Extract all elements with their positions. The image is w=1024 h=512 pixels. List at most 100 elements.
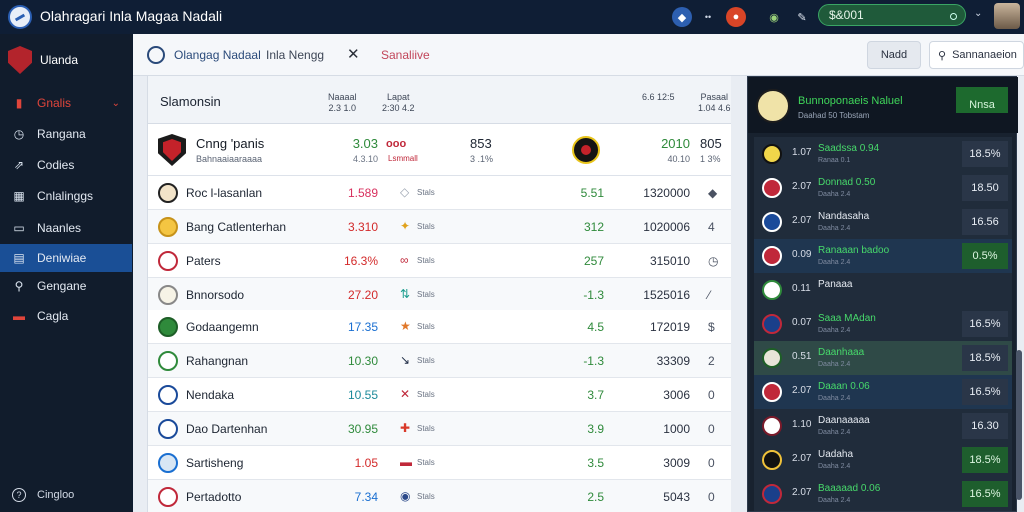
- total-value: 3009: [663, 456, 690, 470]
- alert-icon[interactable]: ●: [726, 7, 746, 27]
- form-label: Stals: [417, 390, 435, 399]
- chevron-down-icon[interactable]: ⌄: [974, 8, 983, 19]
- live-team-name: Ranaaan badoo: [818, 245, 890, 256]
- total-value: 3006: [663, 388, 690, 402]
- table-row[interactable]: Dao Dartenhan 30.95 ✚ Stals 3.9 1000 0: [148, 412, 731, 446]
- column-header[interactable]: 6.6 12:5: [642, 92, 675, 103]
- featured-score: 2010: [661, 136, 690, 151]
- sidebar-item-rangana[interactable]: ◷ Rangana: [0, 120, 132, 148]
- table-row[interactable]: Sartisheng 1.05 ▬ Stals 3.5 3009 0: [148, 446, 731, 480]
- table-row[interactable]: Pertadotto 7.34 ◉ Stals 2.5 5043 0: [148, 480, 731, 512]
- row-action-icon[interactable]: 0: [708, 388, 715, 402]
- live-list-item[interactable]: 2.07 Uadaha Daaha 2.4 18.5%: [754, 443, 1012, 477]
- team-name: Rahangnan: [186, 354, 249, 368]
- live-odds: 2.07: [792, 215, 812, 226]
- live-list-item[interactable]: 2.07 Donnad 0.50 Daaha 2.4 18.50: [754, 171, 1012, 205]
- scrollbar[interactable]: [1016, 350, 1022, 500]
- form-label: Stals: [417, 322, 435, 331]
- column-header-label: Naaaal: [328, 92, 357, 102]
- live-list-item[interactable]: 2.07 Baaaaad 0.06 Daaha 2.4 16.5%: [754, 477, 1012, 511]
- settings-icon[interactable]: ◉: [769, 11, 779, 24]
- live-list-item[interactable]: 0.11 Panaaa: [754, 273, 1012, 307]
- form-marker-icon: ⇅: [400, 287, 411, 301]
- rating-value: 16.3%: [343, 254, 378, 268]
- column-header[interactable]: Naaaal 2.3 1.0: [328, 92, 357, 114]
- row-action-icon[interactable]: ◷: [708, 254, 719, 268]
- row-action-icon[interactable]: $: [708, 320, 715, 334]
- sidebar-item-cnlalinggs[interactable]: ▦ Cnlalinggs: [0, 182, 132, 210]
- total-value: 1000: [663, 422, 690, 436]
- live-badge[interactable]: Nnsa: [956, 87, 1008, 113]
- team-crest-icon: [158, 419, 178, 439]
- close-icon[interactable]: ✕: [347, 46, 360, 63]
- sidebar-item-codies[interactable]: ⇗ Codies: [0, 151, 132, 179]
- sidebar-item-naanles[interactable]: ▭ Naanles: [0, 214, 132, 242]
- grid-icon: ▤: [13, 251, 25, 265]
- tab-live[interactable]: Sanaliive: [381, 48, 430, 62]
- shield-icon[interactable]: ◆: [672, 7, 692, 27]
- clock-icon: ◷: [13, 127, 25, 141]
- table-row[interactable]: Rahangnan 10.30 ↘ Stals -1.3 33309 2: [148, 344, 731, 378]
- column-header-sub: 6.6 12:5: [642, 92, 675, 102]
- live-list-item[interactable]: 2.07 Daaan 0.06 Daaha 2.4 16.5%: [754, 375, 1012, 409]
- live-team-sub: Daaha 2.4: [818, 259, 851, 266]
- live-odds: 0.11: [792, 283, 811, 294]
- featured-row[interactable]: Cnng 'panis Bahnaaiaaraaaa 3.03 4.3.10 o…: [148, 124, 731, 176]
- live-list-item[interactable]: 0.51 Daanhaaa Daaha 2.4 18.5%: [754, 341, 1012, 375]
- column-header-sub: 1.04 4.6: [698, 103, 731, 113]
- form-label: Stals: [417, 458, 435, 467]
- sidebar-footer-label: Cingloo: [37, 489, 75, 501]
- form-label: Stals: [417, 290, 435, 299]
- live-percentage: 0.5%: [962, 243, 1008, 269]
- change-value: -1.3: [583, 354, 604, 368]
- column-header[interactable]: Lapat 2:30 4.2: [382, 92, 415, 114]
- table-row[interactable]: Paters 16.3% ∞ Stals 257 315010 ◷: [148, 244, 731, 278]
- table-row[interactable]: Godaangemn 17.35 ★ Stals 4.5 172019 $: [148, 310, 731, 344]
- sidebar-item-gengane[interactable]: ⚲ Gengane: [0, 272, 132, 300]
- sidebar-item-label: Cnlalinggs: [37, 189, 94, 203]
- table-row[interactable]: Nendaka 10.55 ✕ Stals 3.7 3006 0: [148, 378, 731, 412]
- add-button[interactable]: Nadd: [867, 41, 921, 69]
- live-team-name: Saaa MAdan: [818, 313, 876, 324]
- live-list-item[interactable]: 0.07 Saaa MAdan Daaha 2.4 16.5%: [754, 307, 1012, 341]
- more-icon[interactable]: ••: [704, 12, 712, 22]
- row-action-icon[interactable]: 2: [708, 354, 715, 368]
- team-crest-icon: [158, 217, 178, 237]
- live-list-item[interactable]: 1.10 Daanaaaaa Daaha 2.4 16.30: [754, 409, 1012, 443]
- team-crest-icon: [762, 416, 782, 436]
- featured-mid: 853: [470, 136, 492, 151]
- row-action-icon[interactable]: 0: [708, 422, 715, 436]
- app-title: Olahragari Inla Magaa Nadali: [40, 8, 223, 24]
- sidebar-footer[interactable]: ? Cingloo: [12, 488, 74, 502]
- search-field[interactable]: $&001: [818, 4, 966, 26]
- row-action-icon[interactable]: 4: [708, 220, 715, 234]
- table-row[interactable]: Roc l-lasanlan 1.589 ◇ Stals 5.51 1320000 ◆: [148, 176, 731, 210]
- live-list-item[interactable]: 1.07 Saadssa 0.94 Ranaa 0.1 18.5%: [754, 137, 1012, 171]
- avatar[interactable]: [994, 3, 1020, 29]
- search-input[interactable]: ⚲ Sannanaeion: [929, 41, 1024, 69]
- live-list-item[interactable]: 0.09 Ranaaan badoo Daaha 2.4 0.5%: [754, 239, 1012, 273]
- form-label: Stals: [417, 424, 435, 433]
- top-bar: Olahragari Inla Magaa Nadali ◆ •• ● ◉ ✎ …: [0, 0, 1024, 34]
- row-action-icon[interactable]: ◆: [708, 186, 718, 200]
- total-value: 172019: [649, 320, 690, 334]
- tab-league[interactable]: Inla Nengg: [266, 48, 325, 62]
- app-logo[interactable]: [8, 5, 32, 29]
- live-list-item[interactable]: 2.07 Nandasaha Daaha 2.4 16.56: [754, 205, 1012, 239]
- search-field-icon: [950, 13, 957, 20]
- column-header[interactable]: Pasaal 1.04 4.6: [698, 92, 731, 114]
- sidebar-item-deniwiae[interactable]: ▤ Deniwiae: [0, 244, 132, 272]
- change-value: 3.5: [587, 456, 604, 470]
- bolt-icon[interactable]: ✎: [797, 11, 807, 24]
- sidebar-item-cagla[interactable]: ▬ Cagla: [0, 302, 132, 330]
- tab-overview[interactable]: Olangag Nadaal: [174, 48, 261, 62]
- live-team-name: Saadssa 0.94: [818, 143, 880, 154]
- row-action-icon[interactable]: 0: [708, 456, 715, 470]
- row-action-icon[interactable]: ⁄: [708, 288, 711, 302]
- row-action-icon[interactable]: 0: [708, 490, 715, 504]
- sidebar-item-gnalis[interactable]: ▮ Gnalis ⌄: [0, 89, 132, 117]
- table-row[interactable]: Bnnorsodo 27.20 ⇅ Stals -1.3 1525016 ⁄: [148, 278, 731, 312]
- total-value: 1020006: [643, 220, 690, 234]
- form-marker-icon: ✕: [400, 387, 411, 401]
- table-row[interactable]: Bang Catlenterhan 3.310 ✦ Stals 312 1020006 4: [148, 210, 731, 244]
